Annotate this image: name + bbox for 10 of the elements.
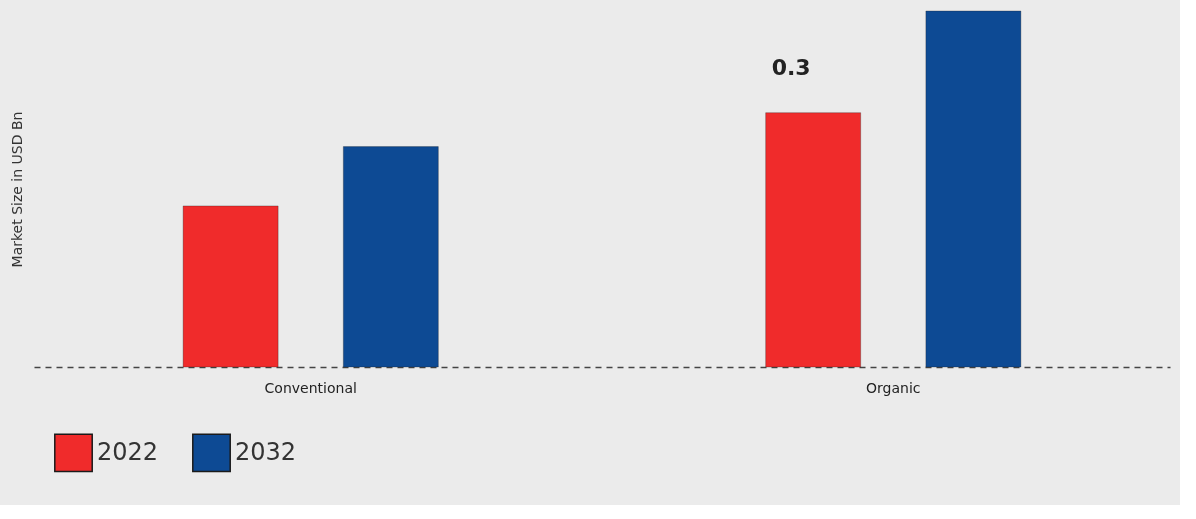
bar [342, 146, 439, 368]
data-label: 0.3 [771, 54, 811, 80]
bar [182, 205, 279, 368]
x-tick-label: Organic [866, 379, 921, 396]
bar [925, 10, 1022, 368]
legend-label: 2032 [235, 437, 297, 466]
legend-label: 2022 [97, 437, 159, 466]
y-axis-title: Market Size in USD Bn [8, 111, 25, 268]
bar [765, 112, 862, 368]
x-tick-label: Conventional [264, 379, 357, 396]
